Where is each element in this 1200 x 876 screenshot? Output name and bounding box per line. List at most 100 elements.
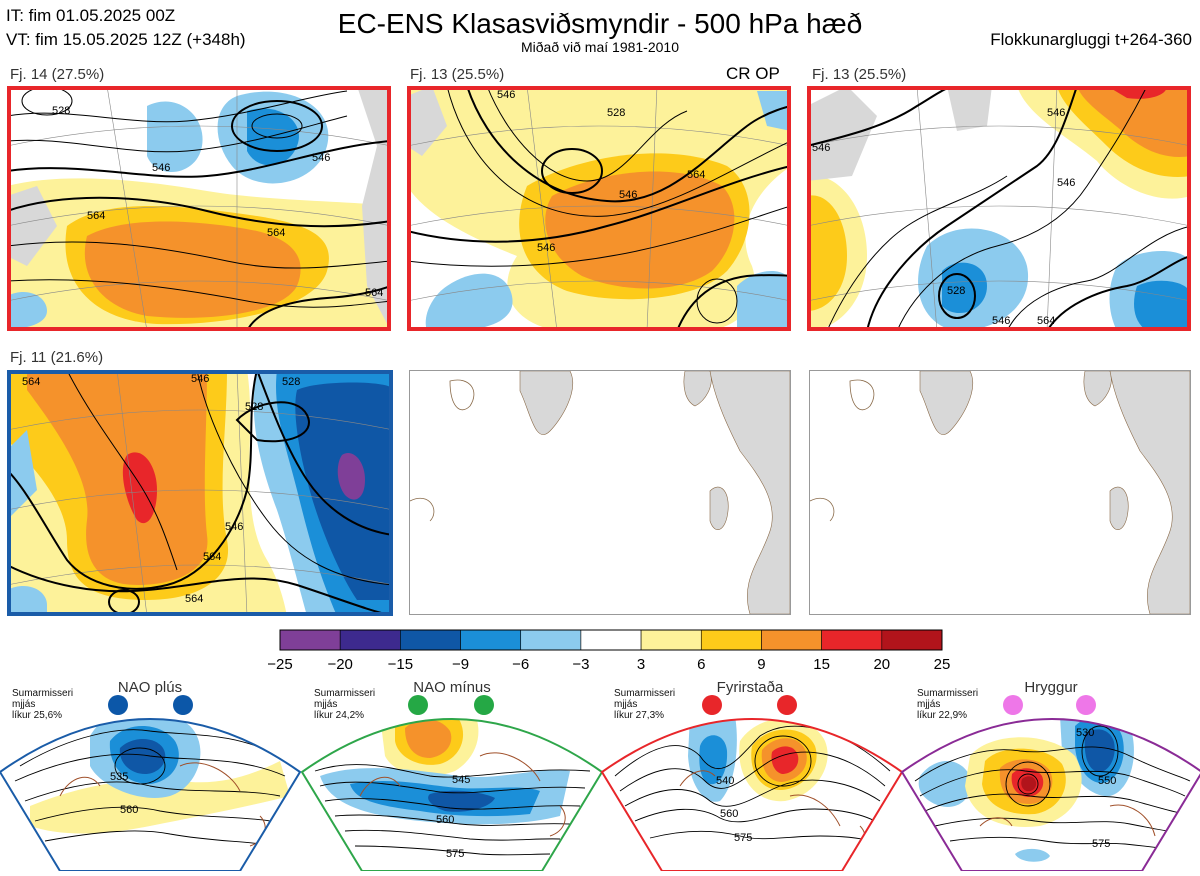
contour-label: 546 [191,373,209,385]
cluster-panel-6[interactable] [809,370,1191,615]
empty-map-6 [810,371,1190,614]
control-run-label: CR OP [726,64,780,83]
contour-label: 546 [619,189,637,201]
contour-label: 540 [716,775,734,787]
land-europe [709,371,790,614]
cluster-panel-2[interactable]: 528 546 564 546 546 [407,86,791,331]
valid-time: VT: fim 15.05.2025 12Z (+348h) [6,30,246,49]
anomaly-negative-max [337,452,365,500]
land-greenland [407,86,447,156]
land-svalbard [1083,371,1112,407]
contour-labels: 528 528 546 564 564 546 564 [22,373,300,605]
header-left: IT: fim 01.05.2025 00Z VT: fim 15.05.202… [6,4,246,52]
regime-marker [702,695,722,715]
cluster-map-3: 546 546 546 528 546 564 [807,86,1191,331]
anomaly-negative-weak [1015,848,1050,862]
regime-season: Sumarmisseri [614,688,675,699]
regime-marker [408,695,428,715]
coastline [449,379,475,411]
contour-label: 550 [1098,775,1116,787]
colorbar-tick-label: −25 [267,656,292,673]
contour-label: 546 [1057,177,1075,189]
panel-label-1: Fj. 14 (27.5%) [10,66,105,83]
coastline [359,752,566,837]
contour-label: 545 [452,774,470,786]
init-time: IT: fim 01.05.2025 00Z [6,6,176,25]
contour-labels: 528 546 564 546 546 [497,89,705,254]
colorbar-tick-label: 15 [813,656,830,673]
graticule [807,86,1191,331]
regime-smoothing: mjjás [917,699,940,710]
cluster-panel-1[interactable]: 528 546 546 564 564 564 [7,86,391,331]
colorbar-tick-label: −3 [572,656,589,673]
regime-blocking[interactable]: 540 560 575 Fyrirstaða Sumarmisseri mjjá… [600,676,904,872]
page-subtitle: Miðað við maí 1981-2010 [521,39,679,55]
regime-season: Sumarmisseri [314,688,375,699]
cluster-window: Flokkunargluggi t+264-360 [990,30,1192,49]
land-svalbard [947,86,992,131]
colorbar-frame [279,629,943,651]
regime-probability: líkur 24,2% [314,710,364,721]
anomaly-negative-strong [119,739,166,774]
height-contours [314,764,591,856]
colorbar-box [580,629,642,651]
regime-nao-minus[interactable]: 545 560 575 NAO mínus Sumarmisseri mjjás… [300,676,604,872]
regime-ridge[interactable]: 530 550 575 Hryggur Sumarmisseri mjjás l… [900,676,1200,872]
contour-labels: 528 546 546 564 564 564 [52,105,383,299]
anomaly-negative-weak [425,273,513,331]
panel-label-4: Fj. 11 (21.6%) [10,349,104,366]
colorbar-tick-label: −15 [388,656,413,673]
contour-label: 564 [267,227,285,239]
anomaly-negative-weak [737,271,791,331]
regime-marker [108,695,128,715]
height-contours [7,86,391,331]
contour-label: 564 [687,169,705,181]
panel-border [7,370,393,616]
colorbar-box [460,629,522,651]
contour-label: 546 [497,89,515,101]
colorbar-tick-label: −9 [452,656,469,673]
contour-label: 528 [282,376,300,388]
panel-border [807,86,1191,331]
colorbar-box [400,629,461,651]
colorbar-tick-label: −20 [327,656,352,673]
colorbar: −25 −20 −15 −9 −6 −3 3 6 9 15 20 25 [267,629,951,673]
contour-label: 528 [947,285,965,297]
contour-label: 546 [312,152,330,164]
empty-map-5 [410,371,790,614]
anomaly-positive-max [122,452,157,524]
coastline [849,379,875,411]
colorbar-box [881,629,943,651]
regime-nao-plus[interactable]: 535 560 NAO plús Sumarmisseri mjjás líku… [0,676,302,872]
panel-label-3: Fj. 13 (25.5%) [812,66,907,83]
regime-marker [1076,695,1096,715]
regime-name: Hryggur [1024,679,1077,696]
contour-label: 528 [245,401,263,413]
regime-name: Fyrirstaða [717,679,784,696]
land-greenland [519,371,573,435]
contour-labels: 546 546 546 528 546 564 [812,107,1075,327]
regime-name: NAO mínus [413,679,491,696]
anomaly-positive-strong [1077,86,1191,157]
anomaly-positive-strong [405,719,452,758]
colorbar-box [520,629,582,651]
page-title: EC-ENS Klasasviðsmyndir - 500 hPa hæð [337,8,863,39]
contour-label: 564 [203,551,221,563]
regime-smoothing: mjjás [614,699,637,710]
graticule [7,370,393,616]
cluster-panel-3[interactable]: 546 546 546 528 546 564 [807,86,1191,331]
anomaly-positive-strong [27,370,208,585]
cluster-panel-5[interactable] [409,370,791,615]
height-contours [14,729,286,845]
anomaly-negative-weak [7,291,47,328]
height-contours [407,86,791,331]
cluster-map-1: 528 546 546 564 564 564 [7,86,391,331]
regime-marker [777,695,797,715]
regime-fans: 535 560 NAO plús Sumarmisseri mjjás líku… [0,676,1200,872]
contour-label: 530 [1076,727,1094,739]
regime-probability: líkur 27,3% [614,710,664,721]
cluster-panel-4[interactable]: 528 528 546 564 564 546 564 [7,370,393,616]
contour-label: 560 [120,804,138,816]
colorbar-tick-label: 25 [934,656,951,673]
colorbar-tick-label: 6 [697,656,705,673]
